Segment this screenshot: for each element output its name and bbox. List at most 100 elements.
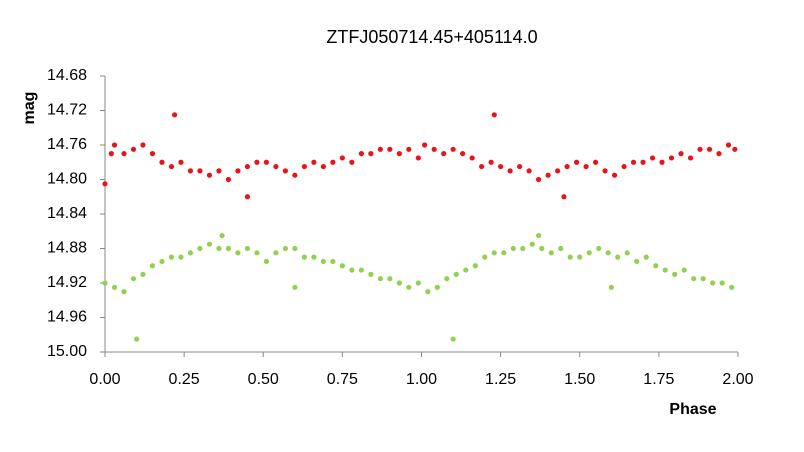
point	[501, 250, 507, 256]
point	[520, 245, 526, 252]
point	[611, 172, 618, 178]
x-axis-label: Phase	[669, 401, 716, 418]
point	[159, 159, 165, 165]
point	[415, 155, 421, 161]
point	[567, 254, 573, 260]
point	[339, 263, 345, 269]
point	[311, 159, 317, 165]
point	[662, 267, 668, 273]
x-tick-label: 1.50	[564, 371, 595, 388]
point	[539, 245, 545, 252]
point	[206, 172, 213, 178]
point	[225, 245, 232, 252]
point	[586, 250, 592, 256]
point	[510, 245, 516, 252]
point	[108, 151, 114, 157]
point	[422, 142, 428, 148]
point	[130, 146, 137, 152]
point	[320, 258, 326, 265]
point	[529, 241, 535, 247]
point	[235, 168, 241, 174]
point	[706, 146, 713, 152]
y-axis-label: mag	[21, 92, 38, 125]
point	[719, 280, 725, 286]
point	[387, 276, 393, 282]
y-tick-label: 14.76	[47, 136, 87, 153]
point	[254, 159, 260, 165]
point	[732, 146, 738, 152]
point	[615, 254, 621, 260]
point	[672, 271, 678, 277]
x-tick-label: 2.00	[722, 371, 753, 388]
point	[273, 163, 279, 170]
point	[507, 168, 513, 174]
point	[441, 151, 447, 157]
x-tick-label: 0.00	[89, 371, 120, 388]
point	[235, 250, 241, 256]
y-tick-label: 14.68	[47, 67, 87, 84]
point	[396, 280, 402, 286]
point	[102, 181, 108, 187]
point	[292, 172, 298, 178]
point	[681, 267, 687, 273]
x-tick-label: 0.75	[327, 371, 358, 388]
point	[187, 250, 194, 256]
point	[244, 245, 251, 252]
point	[444, 276, 450, 282]
x-tick-label: 1.75	[643, 371, 674, 388]
point	[596, 245, 602, 252]
point	[425, 289, 431, 295]
point	[225, 176, 232, 183]
point	[498, 163, 504, 170]
point	[561, 194, 567, 200]
point	[187, 168, 194, 174]
point	[608, 284, 615, 290]
point	[450, 146, 456, 152]
point	[517, 163, 523, 170]
point	[263, 258, 270, 265]
point	[244, 163, 251, 170]
point	[111, 142, 118, 148]
point	[339, 155, 345, 161]
point	[548, 250, 554, 256]
point	[168, 254, 175, 260]
point	[330, 159, 336, 165]
x-tick-label: 0.50	[248, 371, 279, 388]
point	[564, 163, 570, 170]
point	[577, 254, 583, 260]
y-tick-label: 14.84	[47, 205, 87, 222]
point	[621, 163, 627, 170]
point	[453, 271, 459, 277]
point	[387, 146, 393, 152]
x-tick-label: 1.00	[406, 371, 437, 388]
point	[640, 159, 646, 165]
point	[479, 163, 485, 170]
point	[244, 194, 251, 200]
point	[358, 267, 364, 273]
point	[634, 258, 640, 265]
point	[130, 276, 137, 282]
point	[605, 250, 611, 256]
point	[415, 280, 421, 286]
point	[140, 142, 146, 148]
point	[178, 159, 184, 165]
point	[463, 267, 469, 273]
point	[206, 241, 213, 247]
y-tick-label: 14.96	[47, 309, 87, 326]
x-tick-label: 1.25	[485, 371, 516, 388]
point	[149, 263, 156, 269]
point	[624, 250, 630, 256]
point	[377, 276, 383, 282]
point	[491, 250, 497, 256]
point	[697, 146, 703, 152]
point	[434, 284, 440, 290]
point	[197, 245, 203, 252]
point	[653, 263, 659, 269]
point	[368, 271, 374, 277]
point	[725, 142, 732, 148]
point	[643, 254, 649, 260]
point	[121, 151, 127, 157]
point	[592, 159, 599, 165]
